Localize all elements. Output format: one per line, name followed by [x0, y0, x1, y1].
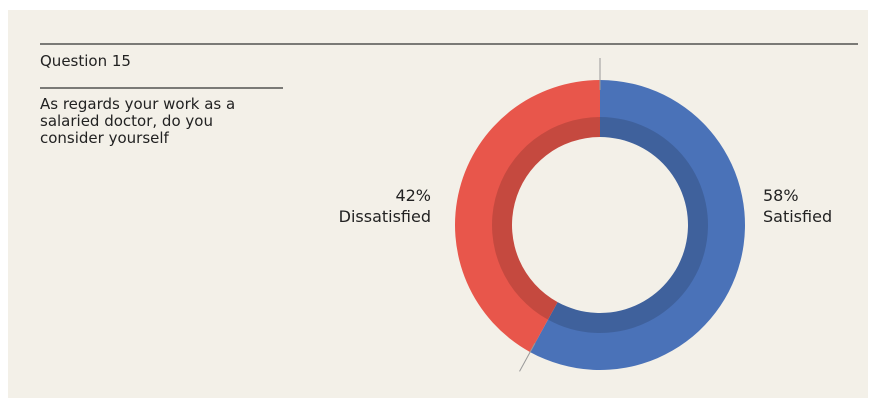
slice [455, 80, 600, 353]
slice-shade [547, 117, 708, 334]
category-label: Dissatisfied [339, 207, 431, 226]
value-label: 42% [395, 186, 431, 205]
category-label: Satisfied [763, 207, 832, 226]
value-label: 58% [763, 186, 799, 205]
slice-divider [519, 343, 536, 372]
slice-shade [491, 117, 600, 320]
chart-subtitle: As regards your work as a salaried docto… [40, 95, 236, 147]
slice [530, 80, 745, 371]
chart-title: Question 15 [40, 52, 131, 70]
